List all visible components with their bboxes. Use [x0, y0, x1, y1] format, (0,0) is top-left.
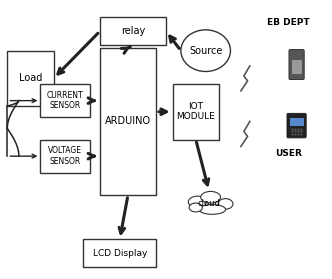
Text: VOLTAGE
SENSOR: VOLTAGE SENSOR [48, 146, 82, 166]
Ellipse shape [188, 196, 207, 208]
FancyBboxPatch shape [41, 140, 90, 173]
FancyBboxPatch shape [100, 48, 156, 195]
FancyBboxPatch shape [173, 84, 219, 140]
FancyBboxPatch shape [291, 60, 301, 74]
Ellipse shape [189, 203, 203, 212]
FancyBboxPatch shape [83, 239, 156, 267]
Text: Load: Load [19, 73, 42, 83]
Text: USER: USER [275, 149, 302, 158]
FancyBboxPatch shape [289, 50, 304, 80]
Text: cloud: cloud [198, 199, 220, 208]
FancyBboxPatch shape [100, 17, 166, 45]
Text: EB DEPT: EB DEPT [267, 18, 310, 27]
Text: IOT
MODULE: IOT MODULE [176, 102, 215, 121]
Ellipse shape [201, 191, 220, 203]
Text: LCD Display: LCD Display [93, 249, 147, 258]
Text: CURRENT
SENSOR: CURRENT SENSOR [47, 91, 83, 110]
Ellipse shape [199, 205, 225, 214]
Circle shape [181, 30, 230, 71]
FancyBboxPatch shape [287, 113, 306, 138]
FancyBboxPatch shape [290, 118, 303, 126]
Text: ARDUINO: ARDUINO [105, 116, 151, 126]
FancyBboxPatch shape [7, 51, 53, 106]
FancyBboxPatch shape [41, 84, 90, 117]
Text: Source: Source [189, 46, 222, 56]
Ellipse shape [218, 199, 233, 209]
Text: relay: relay [121, 26, 145, 36]
